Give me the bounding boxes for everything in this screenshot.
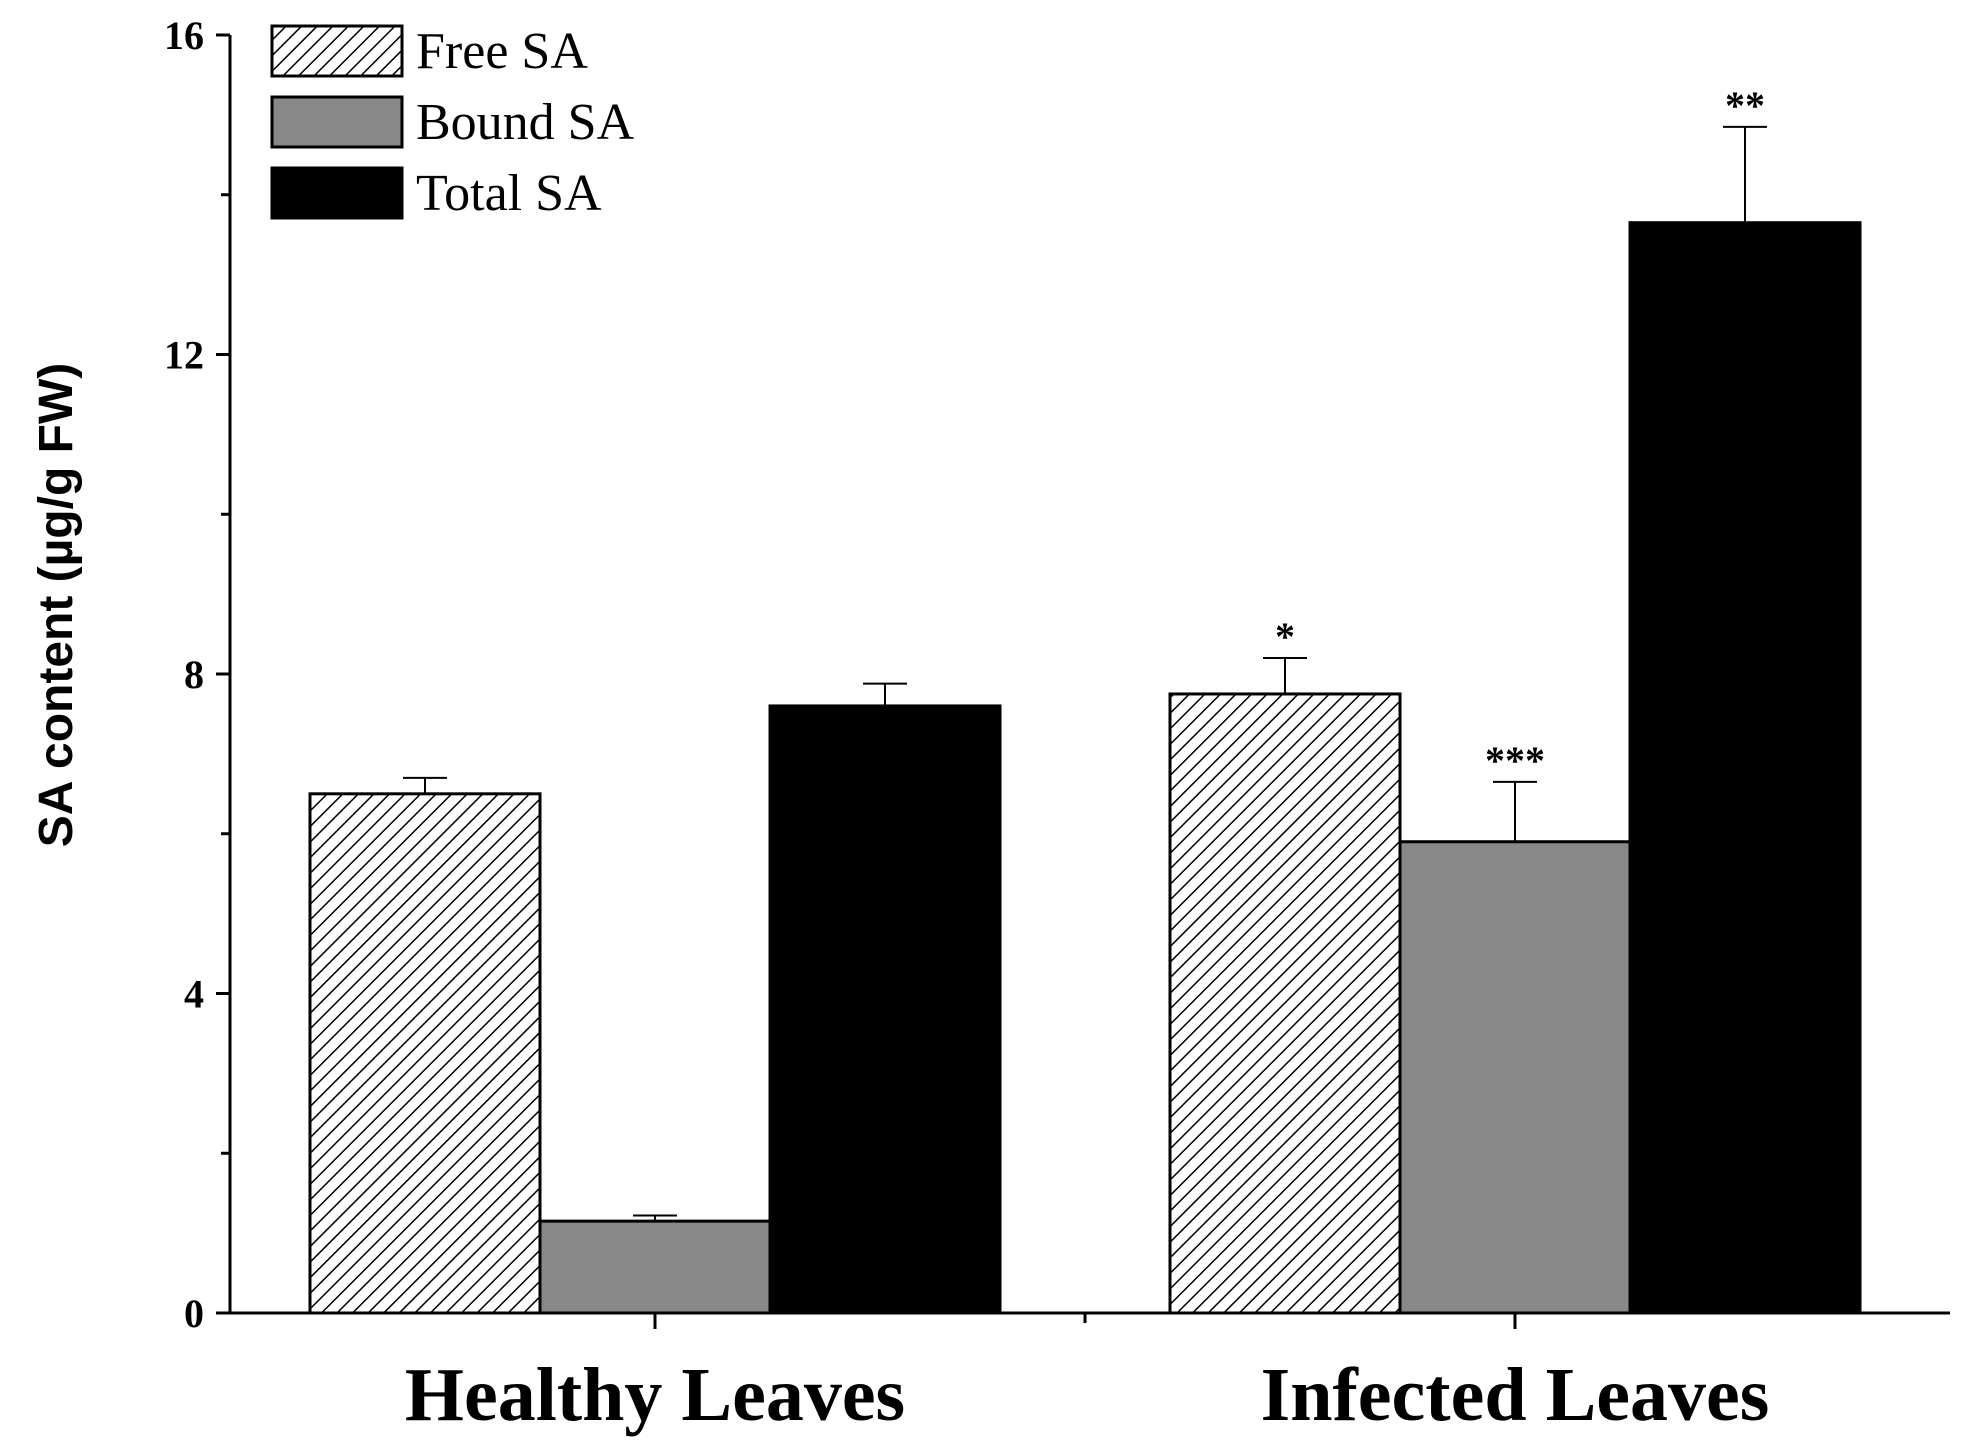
x-category-label: Infected Leaves: [1261, 1353, 1770, 1437]
legend-swatch-bound-sa: [270, 95, 404, 149]
bar-total-sa-1: [1628, 221, 1862, 1315]
bar-bound-sa-1: [1398, 840, 1632, 1315]
y-tick-label: 0: [184, 1291, 204, 1336]
bars-layer: ******: [308, 83, 1862, 1315]
bar-bound-sa-0: [538, 1219, 772, 1315]
legend-label: Free SA: [416, 23, 588, 80]
y-tick-label: 16: [164, 13, 204, 58]
x-category-label: Healthy Leaves: [405, 1353, 905, 1437]
axes-layer: 0 4 8 12 16 Healthy Leaves Infected Leaves SA c…: [30, 13, 1950, 1437]
legend-swatch-free-sa: [270, 24, 404, 78]
y-tick-label: 8: [184, 652, 204, 697]
legend: Free SA Bound SA Total SA: [270, 23, 635, 222]
bar-total-sa-0: [768, 704, 1002, 1315]
y-tick-label: 4: [184, 972, 204, 1017]
y-axis-title: SA content (µg/g FW): [30, 363, 83, 847]
bar-free-sa-1: [1168, 692, 1402, 1315]
significance-label: **: [1725, 83, 1765, 128]
bar-free-sa-0: [308, 792, 542, 1315]
significance-label: ***: [1485, 738, 1545, 783]
significance-label: *: [1275, 614, 1295, 659]
legend-swatch-total-sa: [270, 166, 404, 220]
y-tick-label: 12: [164, 333, 204, 378]
legend-label: Bound SA: [416, 94, 635, 151]
legend-label: Total SA: [416, 165, 602, 222]
